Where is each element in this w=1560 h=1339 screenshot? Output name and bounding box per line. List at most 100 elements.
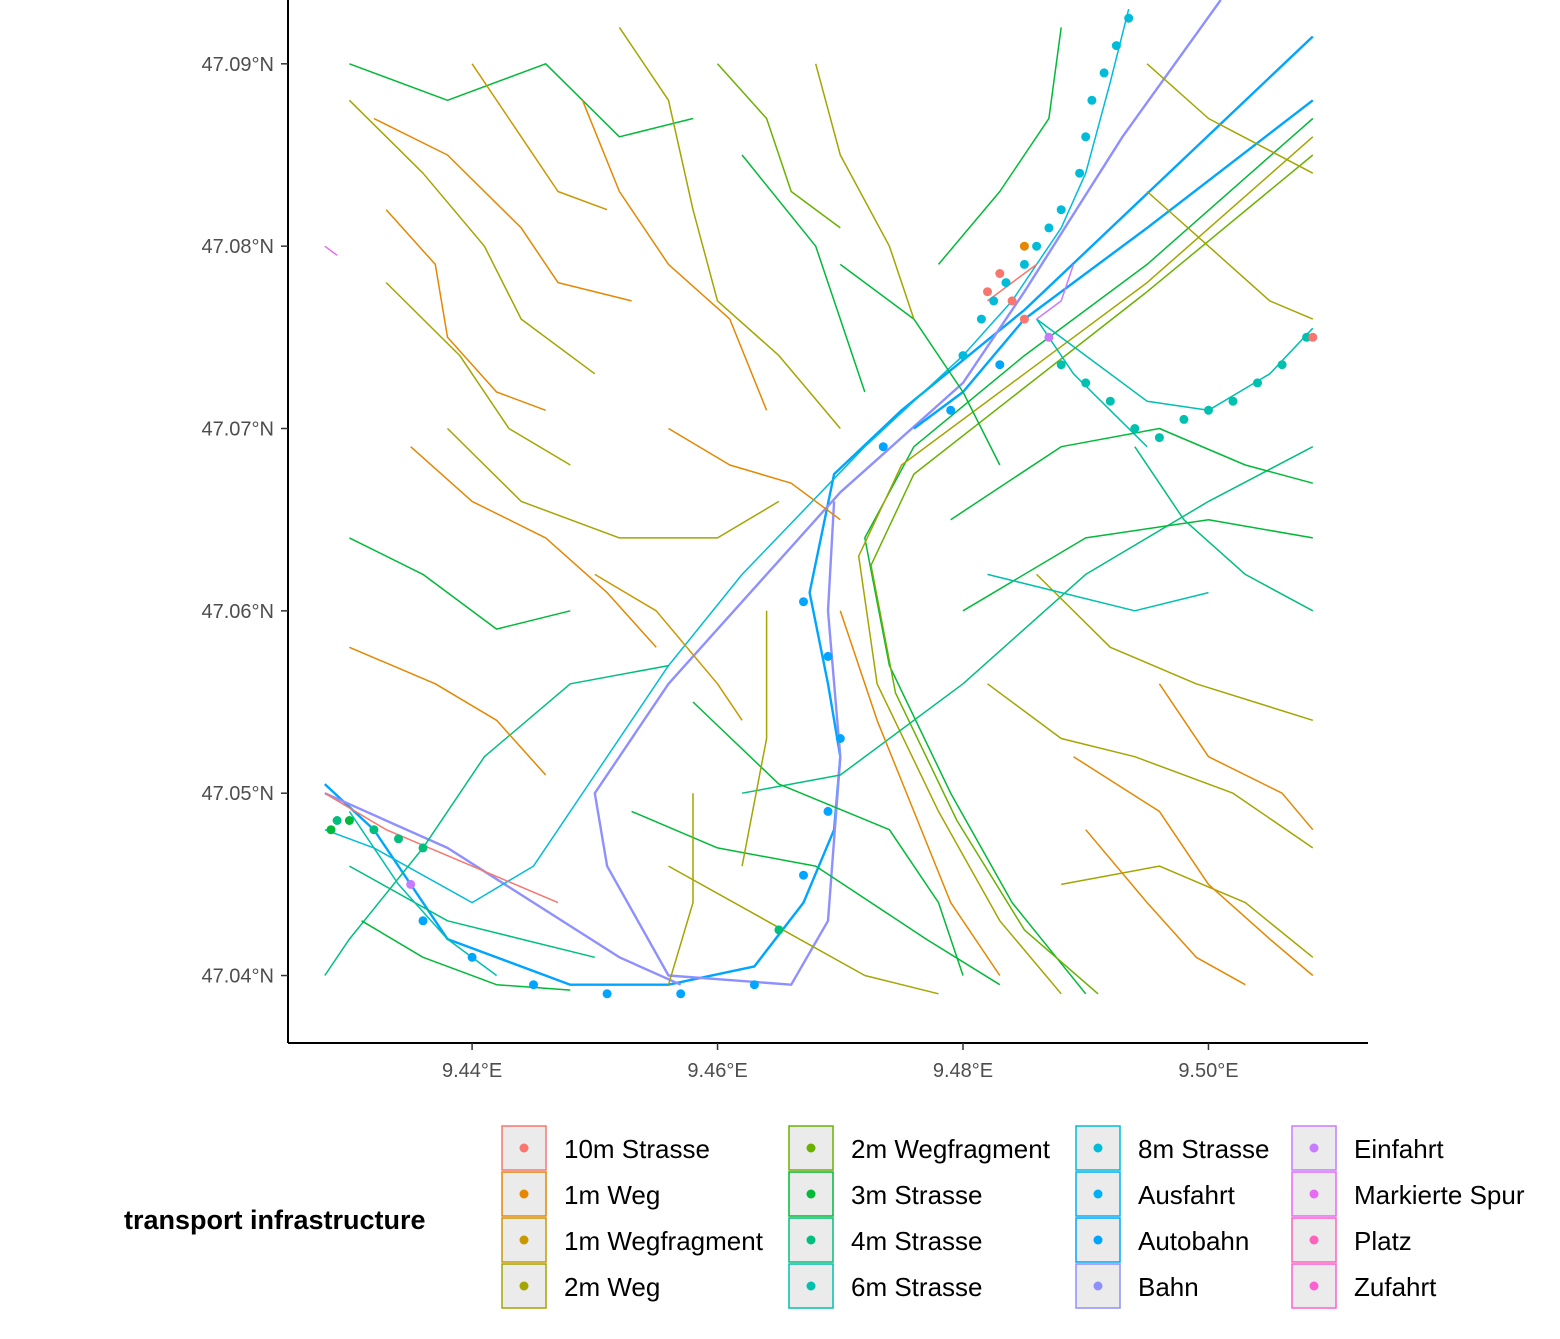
point-autobahn (995, 360, 1005, 370)
line-2m-weg (1146, 190, 1314, 320)
line-2m-weg (987, 683, 1314, 849)
point-8m-strasse (1019, 259, 1029, 269)
point-autobahn (467, 952, 477, 962)
line-2m-weg (741, 610, 768, 867)
point-autobahn (418, 916, 428, 926)
y-tick-label: 47.06°N (202, 601, 275, 623)
legend-label: 3m Strasse (851, 1180, 983, 1210)
legend-key-dot (1309, 1281, 1319, 1291)
line-2m-weg (618, 26, 841, 429)
legend-key (1291, 1217, 1337, 1263)
legend-label: Autobahn (1138, 1226, 1249, 1256)
line-2m-weg (668, 865, 939, 995)
line-3m-strasse (349, 537, 571, 630)
line-1m-weg (385, 209, 546, 412)
line-10m-strasse (324, 792, 559, 904)
point-6m-strasse (1204, 405, 1213, 415)
line-2m-weg (348, 99, 596, 375)
x-tick-label: 9.48°E (933, 1060, 993, 1082)
legend-item-1m-wegfragment: 1m Wegfragment (501, 1217, 764, 1263)
point-10m-strasse (995, 269, 1005, 278)
legend-title: transport infrastructure (124, 1205, 426, 1235)
line-1m-weg (349, 646, 547, 776)
point-autobahn (823, 651, 833, 661)
point-8m-strasse (1044, 223, 1054, 233)
point-1m-weg (1019, 241, 1029, 251)
point-4m-strasse (369, 825, 379, 835)
legend-label: 4m Strasse (851, 1226, 983, 1256)
legend-item-einfahrt: Einfahrt (1291, 1125, 1444, 1171)
line-1m-weg (581, 100, 768, 411)
line-2m-weg (1146, 63, 1314, 174)
line-1m-weg (1085, 829, 1246, 986)
point-6m-strasse (1228, 396, 1238, 406)
legend-label: Ausfahrt (1138, 1180, 1236, 1210)
axes (287, 0, 1368, 1044)
legend-key-dot (519, 1281, 529, 1291)
legend: transport infrastructure 10m Strasse 1m W… (124, 1125, 1525, 1309)
point-8m-strasse (958, 351, 968, 361)
point-8m-strasse (989, 296, 999, 306)
point-4m-strasse (394, 834, 403, 844)
line-1m-weg (668, 427, 841, 521)
legend-item-3m-strasse: 3m Strasse (788, 1171, 983, 1217)
legend-key-dot (519, 1143, 529, 1153)
line-3m-strasse (692, 701, 964, 976)
point-8m-strasse (1081, 132, 1091, 142)
point-8m-strasse (976, 314, 986, 324)
legend-key-dot (806, 1281, 816, 1291)
legend-label: Zufahrt (1354, 1272, 1437, 1302)
line-1m-wegfragment (471, 63, 608, 211)
point-autobahn (676, 989, 686, 999)
line-2m-weg (857, 136, 1314, 995)
line-autobahn (323, 35, 1314, 986)
point-4m-strasse (418, 843, 428, 853)
line-bahn (593, 0, 1222, 986)
line-2m-weg (1036, 573, 1314, 722)
legend-key-dot (519, 1189, 529, 1199)
point-6m-strasse (1056, 360, 1066, 370)
legend-item-markierte-spur: Markierte Spur (1291, 1171, 1525, 1217)
legend-label: 8m Strasse (1138, 1134, 1270, 1164)
legend-item-bahn: Bahn (1075, 1263, 1199, 1309)
legend-label: Bahn (1138, 1272, 1199, 1302)
point-8m-strasse (1099, 68, 1109, 78)
legend-label: 1m Weg (564, 1180, 660, 1210)
line-2m-weg (814, 63, 915, 320)
line-6m-strasse (1036, 318, 1314, 412)
legend-label: 6m Strasse (851, 1272, 983, 1302)
legend-label: Markierte Spur (1354, 1180, 1525, 1210)
legend-key-dot (806, 1189, 816, 1199)
line-3m-strasse (864, 117, 1314, 995)
point-4m-strasse (774, 925, 784, 935)
y-ticks: 47.04°N 47.05°N 47.06°N 47.07°N 47.08°N 47.09… (202, 54, 288, 988)
point-autobahn (602, 989, 612, 999)
y-tick-label: 47.05°N (202, 783, 275, 805)
y-tick-label: 47.08°N (202, 236, 275, 258)
legend-key-dot (519, 1235, 529, 1245)
legend-item-zufahrt: Zufahrt (1291, 1263, 1437, 1309)
point-6m-strasse (1130, 424, 1140, 433)
point-10m-strasse (983, 287, 992, 297)
line-1m-weg (1158, 683, 1314, 831)
legend-item-autobahn: Autobahn (1075, 1217, 1249, 1263)
point-einfahrt (1044, 332, 1054, 342)
legend-label: 10m Strasse (564, 1134, 710, 1164)
line-2m-weg (446, 427, 780, 539)
point-autobahn (799, 870, 808, 880)
legend-key-dot (1093, 1235, 1103, 1245)
line-1m-wegfragment (594, 573, 743, 721)
legend-label: 1m Wegfragment (564, 1226, 764, 1256)
line-4m-strasse (1134, 446, 1314, 612)
legend-item-platz: Platz (1291, 1217, 1412, 1263)
point-autobahn (749, 980, 759, 990)
point-4m-strasse (332, 816, 342, 825)
point-6m-strasse (1105, 396, 1115, 406)
legend-item-8m-strasse: 8m Strasse (1075, 1125, 1270, 1171)
line-4m-strasse (741, 446, 1314, 794)
y-tick-label: 47.07°N (202, 419, 275, 441)
legend-item-ausfahrt: Ausfahrt (1075, 1171, 1236, 1217)
line-bahn (324, 792, 682, 986)
legend-label: 2m Wegfragment (851, 1134, 1051, 1164)
legend-label: Einfahrt (1354, 1134, 1444, 1164)
